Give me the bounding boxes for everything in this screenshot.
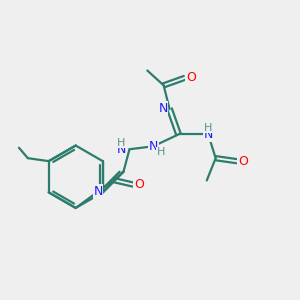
Text: O: O bbox=[238, 154, 248, 168]
Text: O: O bbox=[186, 71, 196, 84]
Text: H: H bbox=[157, 147, 165, 157]
Text: N: N bbox=[116, 143, 126, 156]
Text: N: N bbox=[93, 185, 103, 198]
Text: H: H bbox=[204, 123, 212, 133]
Text: N: N bbox=[203, 128, 213, 141]
Text: H: H bbox=[117, 138, 125, 148]
Text: N: N bbox=[158, 102, 168, 115]
Text: N: N bbox=[148, 140, 158, 153]
Text: O: O bbox=[134, 178, 144, 191]
